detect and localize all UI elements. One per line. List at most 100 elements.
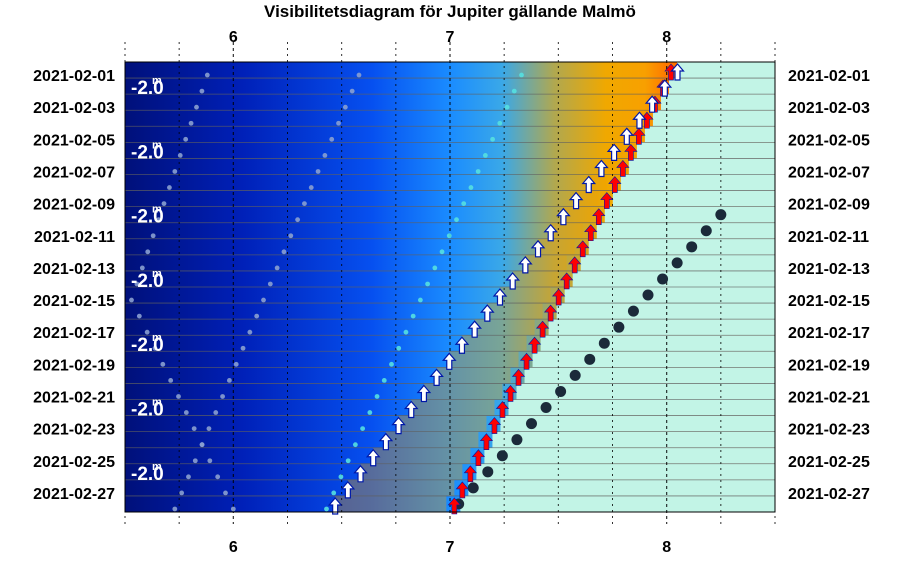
cyan-dot-marker — [403, 329, 409, 335]
daylight-band — [612, 190, 775, 208]
white-arrow-shape — [518, 255, 533, 274]
daylight-band — [492, 431, 775, 449]
red-arrow-shape — [463, 465, 478, 483]
x-tick-label: 7 — [446, 539, 455, 556]
red-arrow-shape — [592, 208, 606, 225]
daylight-band — [556, 303, 775, 320]
date-label-right: 2021-02-17 — [788, 325, 870, 342]
daylight-band — [468, 479, 775, 497]
red-arrow — [535, 320, 550, 338]
white-arrow — [416, 384, 432, 403]
jupiter-dot — [496, 450, 508, 462]
grey-dot-b-marker — [207, 458, 213, 464]
jupiter-dot — [671, 257, 683, 269]
date-label-left: 2021-02-07 — [33, 164, 115, 181]
grey-dot-b-marker — [136, 313, 142, 319]
grey-dot-b-marker — [150, 233, 156, 239]
date-label-right: 2021-02-19 — [788, 357, 870, 374]
date-label-right: 2021-02-15 — [788, 293, 870, 310]
white-arrow-shape — [403, 400, 419, 419]
white-arrow — [644, 95, 660, 113]
jupiter-dot — [569, 369, 581, 381]
date-label-left: 2021-02-23 — [33, 422, 115, 439]
date-label-right: 2021-02-13 — [788, 261, 870, 278]
date-label-left: 2021-02-21 — [33, 389, 115, 406]
date-label-right: 2021-02-09 — [788, 197, 870, 214]
cyan-dot-marker — [367, 410, 373, 415]
red-arrow — [471, 449, 486, 467]
daylight-band — [500, 415, 775, 433]
white-arrow — [340, 480, 356, 499]
grey-dot-b-marker — [199, 442, 205, 448]
white-arrow-shape — [581, 175, 597, 194]
white-arrow-shape — [556, 207, 571, 226]
daylight-band — [620, 174, 775, 192]
grey-dot-b-marker — [199, 88, 205, 94]
grey-dot-b-marker — [172, 169, 178, 174]
white-arrow-shape — [340, 480, 356, 499]
magnitude-label: -2.0 — [131, 464, 164, 485]
date-label-right: 2021-02-23 — [788, 422, 870, 439]
white-arrow — [632, 111, 647, 129]
daylight-band — [548, 319, 775, 336]
white-arrow — [403, 400, 419, 419]
white-arrow-shape — [454, 336, 470, 354]
red-arrow — [600, 192, 614, 209]
white-arrow-shape — [441, 352, 457, 370]
grey-dot-b-marker — [223, 490, 228, 496]
dawn-band — [499, 287, 551, 304]
date-label-right: 2021-02-21 — [788, 389, 870, 406]
red-arrow-shape — [511, 368, 526, 386]
daylight-band — [564, 287, 775, 304]
magnitude-label: -2.0 — [131, 399, 164, 420]
date-label-left: 2021-02-17 — [33, 325, 115, 342]
grey-dot-b-marker — [144, 329, 150, 335]
jupiter-dot — [642, 289, 654, 301]
red-arrow-shape — [576, 240, 590, 258]
red-arrow-shape — [624, 143, 638, 161]
grey-dot-a-marker — [322, 152, 328, 158]
daylight-band — [572, 270, 775, 288]
red-arrow-shape — [560, 272, 574, 290]
x-tick-label: 7 — [446, 29, 455, 46]
cyan-dot-marker — [468, 185, 474, 190]
dawn-band — [347, 479, 455, 497]
white-arrow — [378, 432, 394, 451]
white-arrow-shape — [543, 223, 559, 242]
white-arrow-shape — [606, 143, 622, 161]
jupiter-dot — [511, 434, 523, 446]
dawn-band — [538, 238, 575, 256]
cyan-dot-marker — [381, 377, 387, 383]
grey-dot-b-marker — [134, 281, 140, 287]
white-arrow-shape — [429, 368, 444, 386]
cyan-dot-marker — [331, 490, 337, 496]
jupiter-dot — [540, 402, 552, 414]
date-label-left: 2021-02-09 — [33, 197, 115, 214]
red-arrow — [616, 160, 630, 177]
red-arrow — [552, 288, 566, 306]
grey-dot-a-marker — [261, 297, 266, 303]
grey-dot-a-marker — [356, 72, 362, 78]
daylight-band — [668, 78, 775, 95]
red-arrow-shape — [543, 304, 558, 322]
grey-dot-a-marker — [233, 361, 239, 367]
magnitude-label: -2.0 — [131, 78, 164, 99]
jupiter-dot — [525, 418, 537, 430]
cyan-dot-marker — [324, 506, 329, 512]
white-arrow — [353, 464, 368, 483]
dawn-band — [360, 463, 463, 481]
cyan-dot-marker — [425, 281, 431, 287]
grey-dot-b-marker — [194, 104, 199, 110]
magnitude-unit: m — [152, 332, 162, 344]
jupiter-dot — [627, 305, 639, 317]
grey-dot-b-marker — [161, 201, 167, 207]
red-arrow — [576, 240, 590, 258]
grey-dot-a-marker — [220, 394, 225, 399]
white-arrow-shape — [594, 159, 609, 178]
daylight-band — [660, 94, 775, 111]
x-tick-label: 6 — [229, 29, 238, 46]
white-arrow — [429, 368, 444, 386]
date-label-right: 2021-02-01 — [788, 68, 870, 85]
white-arrow-shape — [327, 497, 343, 515]
daylight-band — [484, 447, 775, 465]
